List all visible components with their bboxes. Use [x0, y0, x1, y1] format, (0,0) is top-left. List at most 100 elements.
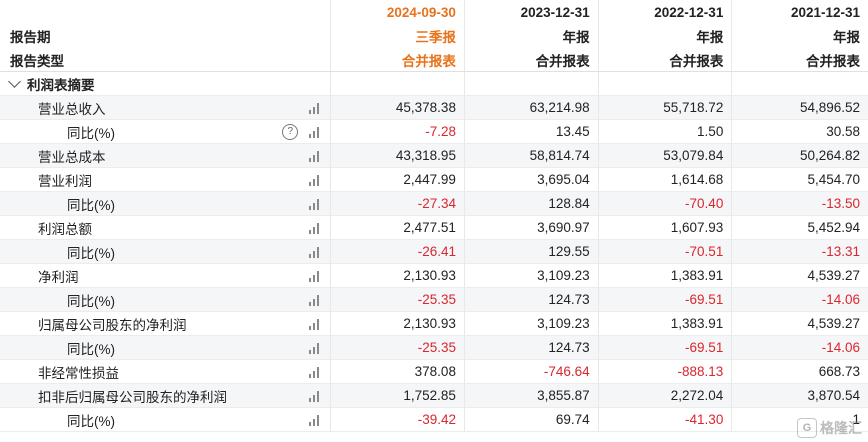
value-cell: -26.41 [331, 240, 465, 263]
value-cell: 124.73 [465, 288, 599, 311]
row-label-cell: 同比(%) [0, 288, 332, 311]
value-cell: 128.84 [465, 192, 599, 215]
value-cell: 378.08 [331, 360, 465, 383]
value-cell: 53,079.84 [599, 144, 733, 167]
watermark-logo-icon: G [797, 418, 817, 438]
report-type-row: 报告类型 合并报表 合并报表 合并报表 合并报表 [0, 48, 868, 72]
watermark-text: 格隆汇 [820, 420, 862, 436]
value-cell: -69.51 [599, 336, 733, 359]
row-label: 归属母公司股东的净利润 [38, 317, 187, 333]
table-row: 非经常性损益 378.08 -746.64 -888.13 668.73 [0, 360, 868, 384]
row-label-cell: 营业总成本 [0, 144, 332, 167]
value-cell: 1,752.85 [331, 384, 465, 407]
bar-chart-icon[interactable] [308, 390, 322, 402]
value-cell: 1,383.91 [599, 264, 733, 287]
bar-chart-icon[interactable] [308, 102, 322, 114]
row-label: 非经常性损益 [38, 365, 119, 381]
period-date-cell[interactable]: 2022-12-31 [599, 0, 733, 24]
row-label: 同比(%) [67, 245, 115, 261]
value-cell: -746.64 [465, 360, 599, 383]
value-cell: -41.30 [599, 408, 733, 431]
value-cell: 3,690.97 [465, 216, 599, 239]
row-label-cell: 营业利润 [0, 168, 332, 191]
report-type-label: 报告类型 [0, 48, 332, 71]
bar-chart-icon[interactable] [308, 246, 322, 258]
report-type-cell: 合并报表 [599, 48, 733, 71]
bar-chart-icon[interactable] [308, 414, 322, 426]
row-label: 净利润 [38, 269, 79, 285]
table-row: 营业总成本 43,318.95 58,814.74 53,079.84 50,264.8… [0, 144, 868, 168]
report-period-row: 报告期 三季报 年报 年报 年报 [0, 24, 868, 48]
value-cell: -39.42 [331, 408, 465, 431]
value-cell: -70.51 [599, 240, 733, 263]
table-row: 同比(%) -39.42 69.74 -41.30 1 [0, 408, 868, 432]
table-row: 同比(%) -25.35 124.73 -69.51 -14.06 [0, 336, 868, 360]
value-cell: 2,272.04 [599, 384, 733, 407]
value-cell: 1,607.93 [599, 216, 733, 239]
value-cell: -888.13 [599, 360, 733, 383]
period-date-cell[interactable]: 2023-12-31 [465, 0, 599, 24]
period-date-cell[interactable]: 2024-09-30 [331, 0, 465, 24]
value-cell: -25.35 [331, 336, 465, 359]
value-cell: -14.06 [821, 292, 860, 307]
row-label-cell: 非经常性损益 [0, 360, 332, 383]
table-row: 扣非后归属母公司股东的净利润 1,752.85 3,855.87 2,272.04 3,… [0, 384, 868, 408]
value-cell: -13.50 [821, 196, 860, 211]
row-label: 扣非后归属母公司股东的净利润 [38, 389, 227, 405]
income-statement-table: 2024-09-30 2023-12-31 2022-12-31 2021-12… [0, 0, 868, 432]
section-header-row[interactable]: 利润表摘要 [0, 72, 868, 96]
value-cell: 2,130.93 [331, 264, 465, 287]
row-label-cell: 营业总收入 [0, 96, 332, 119]
row-label: 同比(%) [67, 341, 115, 357]
table-row: 同比(%) -26.41 129.55 -70.51 -13.31 [0, 240, 868, 264]
period-kind-cell: 年报 [599, 24, 733, 48]
value-cell: 1 [852, 412, 860, 427]
period-kind-cell: 三季报 [331, 24, 465, 48]
bar-chart-icon[interactable] [308, 198, 322, 210]
value-cell: -27.34 [331, 192, 465, 215]
report-type-cell: 合并报表 [806, 53, 861, 69]
row-label-cell: 同比(%) [0, 240, 332, 263]
value-cell: 3,870.54 [807, 388, 860, 403]
value-cell: 43,318.95 [331, 144, 465, 167]
value-cell: 2,447.99 [331, 168, 465, 191]
table-row: 营业总收入 45,378.38 63,214.98 55,718.72 54,896.5… [0, 96, 868, 120]
value-cell: 3,109.23 [465, 264, 599, 287]
bar-chart-icon[interactable] [308, 270, 322, 282]
data-rows: 营业总收入 45,378.38 63,214.98 55,718.72 54,896.5… [0, 96, 868, 432]
chevron-down-icon[interactable] [8, 75, 21, 88]
bar-chart-icon[interactable] [308, 318, 322, 330]
bar-chart-icon[interactable] [308, 126, 322, 138]
value-cell: 4,539.27 [807, 316, 860, 331]
value-cell: 129.55 [465, 240, 599, 263]
bar-chart-icon[interactable] [308, 150, 322, 162]
value-cell: 3,855.87 [465, 384, 599, 407]
value-cell: -13.31 [821, 244, 860, 259]
table-row: 净利润 2,130.93 3,109.23 1,383.91 4,539.27 [0, 264, 868, 288]
row-label-cell: 利润总额 [0, 216, 332, 239]
bar-chart-icon[interactable] [308, 342, 322, 354]
bar-chart-icon[interactable] [308, 174, 322, 186]
bar-chart-icon[interactable] [308, 366, 322, 378]
period-kind-cell: 年报 [465, 24, 599, 48]
table-row: 同比(%) -25.35 124.73 -69.51 -14.06 [0, 288, 868, 312]
period-date-cell[interactable]: 2021-12-31 [790, 4, 861, 20]
row-label-cell: 同比(%) [0, 192, 332, 215]
value-cell: 30.58 [826, 124, 860, 139]
row-label: 营业总收入 [38, 101, 106, 117]
value-cell: 63,214.98 [465, 96, 599, 119]
value-cell: 5,452.94 [807, 220, 860, 235]
value-cell: 13.45 [465, 120, 599, 143]
value-cell: 2,477.51 [331, 216, 465, 239]
row-label: 利润总额 [38, 221, 92, 237]
value-cell: 45,378.38 [331, 96, 465, 119]
bar-chart-icon[interactable] [308, 294, 322, 306]
section-toggle[interactable]: 利润表摘要 [0, 72, 332, 95]
value-cell: 668.73 [818, 364, 860, 379]
report-type-cell: 合并报表 [331, 48, 465, 71]
report-type-cell: 合并报表 [465, 48, 599, 71]
value-cell: 5,454.70 [807, 172, 860, 187]
help-circle-icon[interactable]: ? [282, 124, 299, 140]
bar-chart-icon[interactable] [308, 222, 322, 234]
row-label-cell: 归属母公司股东的净利润 [0, 312, 332, 335]
